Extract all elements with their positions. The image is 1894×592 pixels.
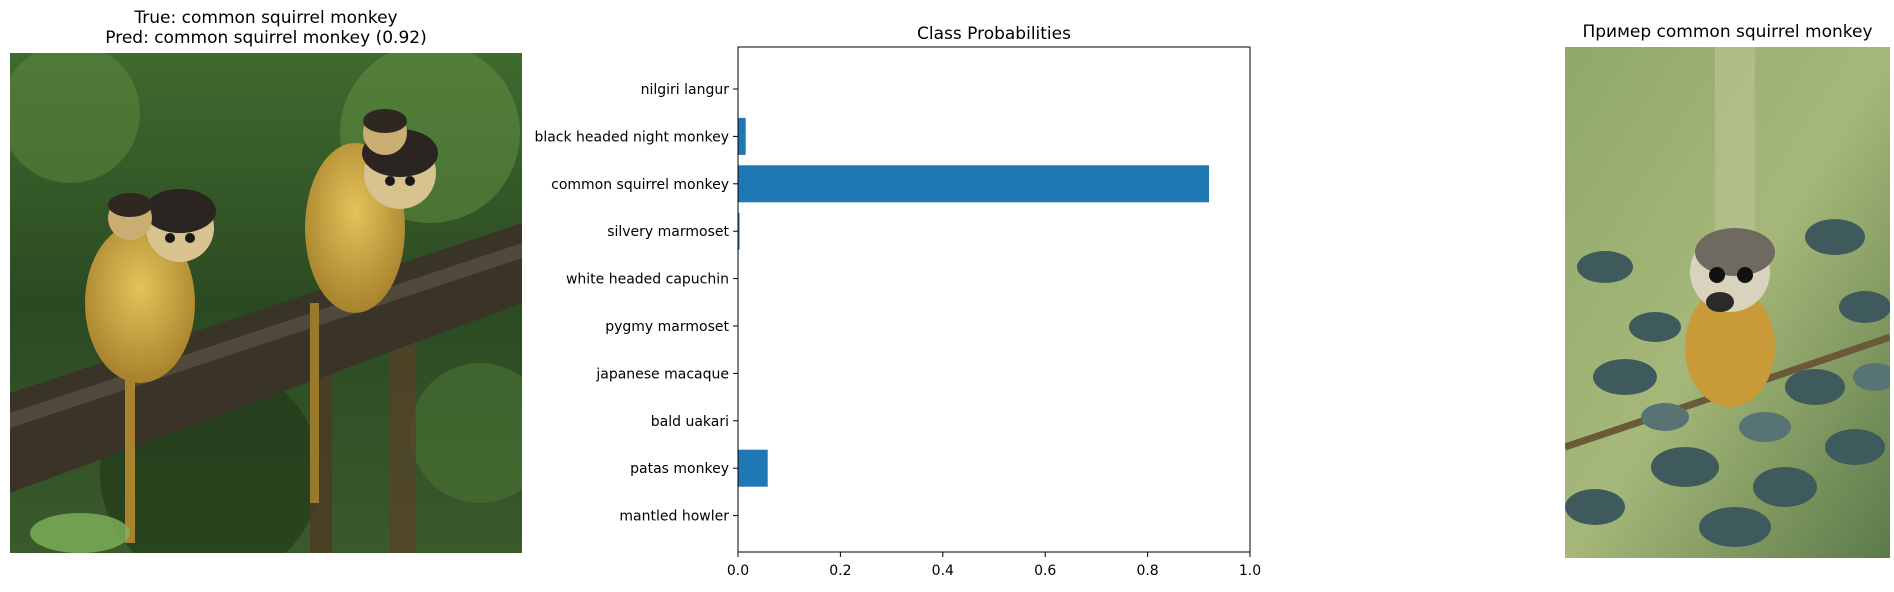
chart-title: Class Probabilities (917, 24, 1071, 44)
y-tick-label: bald uakari (651, 414, 729, 430)
y-tick-label: pygmy marmoset (605, 319, 729, 335)
y-tick-label: black headed night monkey (534, 129, 729, 145)
right-image-title: Пример common squirrel monkey (1565, 22, 1890, 42)
x-tick-label: 0.8 (1136, 563, 1158, 579)
x-tick-label: 0.4 (932, 563, 954, 579)
y-tick-label: japanese macaque (595, 366, 729, 382)
x-tick-label: 0.2 (829, 563, 851, 579)
x-tick-label: 0.0 (727, 563, 749, 579)
x-axis-ticks: 0.0 0.2 0.4 0.6 0.8 1.0 (727, 552, 1261, 579)
y-tick-label: white headed capuchin (566, 272, 729, 288)
x-tick-label: 0.6 (1034, 563, 1056, 579)
right-photo (1565, 47, 1890, 558)
axes-frame (738, 47, 1250, 552)
bar-common-squirrel-monkey (738, 165, 1209, 202)
bar-black-headed-night-monkey (738, 118, 746, 155)
y-tick-label: mantled howler (619, 509, 729, 525)
bar-patas-monkey (738, 450, 768, 487)
y-axis-ticks: nilgiri langur black headed night monkey c… (534, 82, 738, 525)
bars-group (738, 71, 1209, 535)
y-tick-label: common squirrel monkey (551, 177, 729, 193)
x-tick-label: 1.0 (1239, 563, 1261, 579)
y-tick-label: patas monkey (630, 461, 729, 477)
y-tick-label: silvery marmoset (607, 224, 729, 240)
y-tick-label: nilgiri langur (641, 82, 730, 98)
